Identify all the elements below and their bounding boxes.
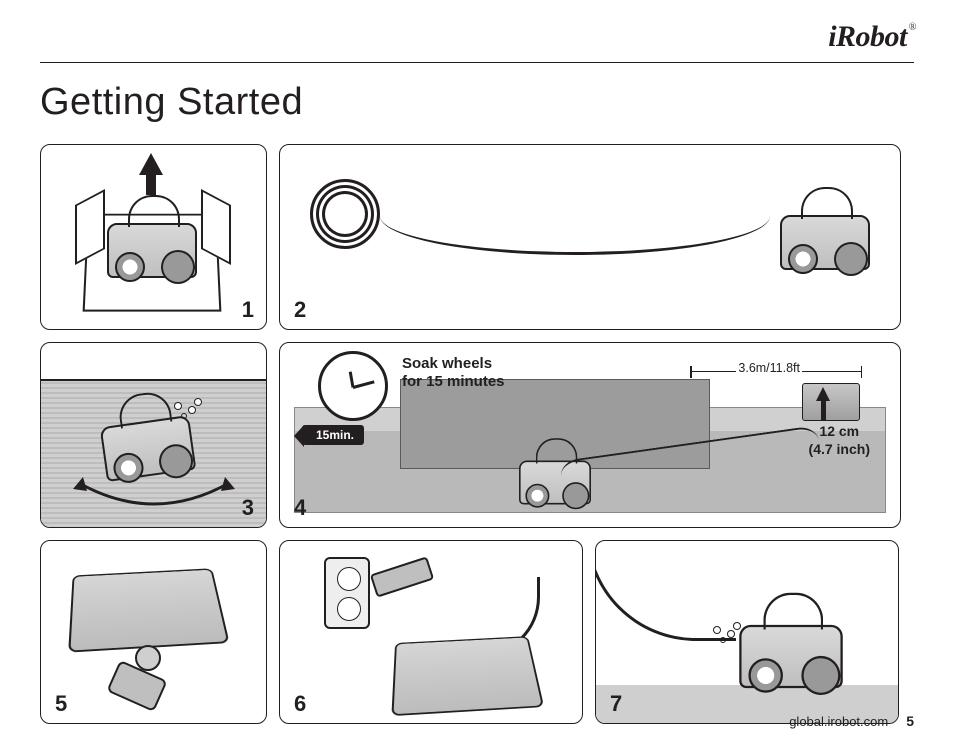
page-title: Getting Started (40, 81, 914, 124)
height-line2: (4.7 inch) (809, 441, 870, 457)
wall-outlet-icon (324, 557, 370, 629)
arrow-up-icon (139, 153, 163, 175)
bubbles-icon (720, 637, 726, 643)
height-label: 12 cm (4.7 inch) (809, 423, 870, 458)
step-number: 4 (294, 495, 306, 521)
illustration-running (596, 541, 898, 723)
instruction-grid: 1 2 3 (40, 144, 901, 724)
brand-text: iRobot (828, 20, 907, 53)
illustration-plug-wall (280, 541, 582, 723)
registered-mark: ® (909, 22, 916, 33)
header-rule (40, 62, 914, 63)
time-badge: 15min. (302, 425, 364, 445)
step-panel-1: 1 (40, 144, 267, 330)
step-panel-6: 6 (279, 540, 583, 724)
step-panel-2: 2 (279, 144, 901, 330)
bubbles-icon (181, 413, 187, 419)
step-number: 7 (610, 691, 622, 717)
step-panel-4: 3.6m/11.8ft 12 cm (4.7 inch) Soak wheels… (279, 342, 901, 528)
page-number: 5 (906, 713, 914, 729)
bottom-row: 5 6 7 (40, 540, 901, 724)
step-number: 3 (242, 495, 254, 521)
robot-icon (107, 223, 197, 278)
soak-line1: Soak wheels (402, 355, 492, 372)
rock-arrow-icon (69, 475, 239, 519)
page-footer: global.irobot.com 5 (789, 713, 914, 729)
step-number: 1 (242, 297, 254, 323)
step-panel-7: 7 (595, 540, 899, 724)
step-panel-3: 3 (40, 342, 267, 528)
connector-port (135, 645, 161, 671)
footer-url: global.irobot.com (789, 714, 888, 729)
clock-icon (318, 351, 388, 421)
illustration-unbox (41, 145, 266, 329)
power-supply-icon (68, 568, 229, 652)
distance-label: 3.6m/11.8ft (736, 361, 802, 375)
cable-coil-icon (310, 179, 380, 249)
illustration-connect-cable (41, 541, 266, 723)
water-line (41, 379, 266, 381)
brand-logo: iRobot® (828, 20, 914, 54)
cable-line (595, 540, 736, 641)
robot-icon (780, 215, 870, 270)
power-supply-icon (391, 636, 544, 716)
illustration-submerge (41, 343, 266, 527)
step-number: 5 (55, 691, 67, 717)
power-supply-icon (802, 383, 860, 421)
illustration-uncoil (280, 145, 900, 329)
page-header: iRobot® (40, 20, 914, 54)
step-number: 2 (294, 297, 306, 323)
cable-line (380, 215, 770, 255)
illustration-placement: 3.6m/11.8ft 12 cm (4.7 inch) Soak wheels… (280, 343, 900, 527)
step-number: 6 (294, 691, 306, 717)
height-arrow-icon (816, 387, 830, 401)
soak-instruction: Soak wheels for 15 minutes (402, 355, 505, 391)
hand-plug (106, 660, 167, 712)
height-line1: 12 cm (819, 423, 859, 439)
robot-icon (739, 625, 843, 688)
step-panel-5: 5 (40, 540, 267, 724)
soak-line2: for 15 minutes (402, 373, 505, 390)
